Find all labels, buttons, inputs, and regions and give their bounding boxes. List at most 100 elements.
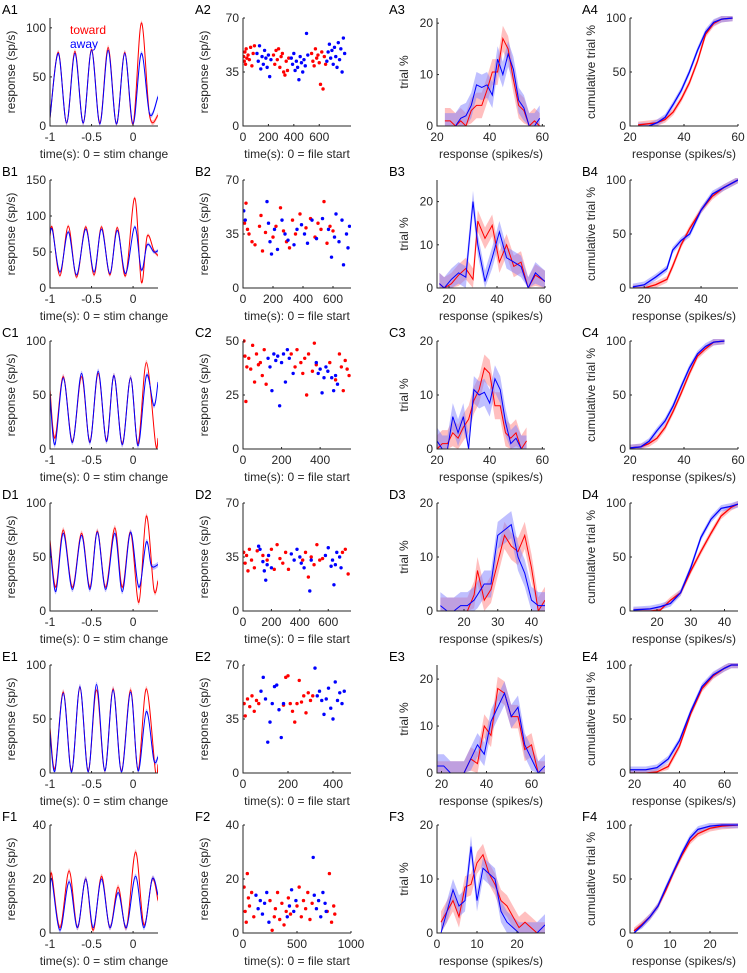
toward-point (295, 347, 299, 352)
y-axis-label: response (sp/s) (4, 838, 18, 921)
x-tick-label: 0 (240, 130, 247, 144)
away-point (287, 904, 292, 908)
away-point (291, 371, 295, 376)
x-tick-label: 400 (284, 130, 304, 144)
away-point (263, 697, 268, 701)
toward-point (250, 240, 254, 244)
away-point (324, 697, 328, 701)
panel-e3: 20 40 60 0 10 20 response (spikes/s) trial % E3 (389, 649, 545, 808)
toward-point (339, 365, 344, 369)
away-point (262, 48, 267, 53)
plot-area (437, 354, 527, 449)
toward-point (314, 56, 319, 60)
away-point (256, 907, 260, 911)
x-tick-label: 0 (130, 615, 137, 629)
away-point (267, 920, 271, 924)
y-tick-label: 35 (226, 65, 240, 79)
toward-point (280, 901, 284, 905)
toward-point (273, 907, 278, 911)
away-point (259, 67, 263, 71)
plot-area (50, 359, 158, 449)
panel-e1: -1 -0.5 0 0 50 100 time(s): 0 = stim change res… (2, 649, 169, 808)
x-tick-label: -0.5 (81, 453, 102, 467)
y-tick-label: 100 (26, 658, 46, 672)
y-tick-label: 100 (606, 11, 626, 25)
panel-a2: 0 200 400 600 0 35 70 time(s): 0 = file start re… (195, 2, 351, 161)
panel-label: A1 (2, 2, 18, 17)
away-point (299, 223, 304, 227)
axes-lines (629, 18, 738, 127)
away-point (283, 232, 287, 236)
x-tick-label: 40 (677, 453, 691, 467)
y-tick-label: 20 (420, 16, 434, 30)
toward-point (245, 697, 250, 701)
y-tick-label: 100 (606, 334, 626, 348)
toward-point (300, 558, 305, 562)
away-line (633, 824, 738, 933)
x-axis-label: time(s): 0 = stim change (40, 309, 169, 323)
y-tick-label: 0 (39, 442, 46, 456)
y-axis-label: cumulative trial % (584, 187, 598, 281)
away-point (324, 365, 328, 369)
toward-point (299, 915, 304, 919)
toward-point (243, 59, 246, 63)
toward-point (297, 885, 301, 889)
panel-label: F1 (2, 809, 17, 824)
plot-area (439, 190, 545, 288)
away-point (341, 36, 346, 40)
away-point (302, 566, 306, 570)
away-point (256, 544, 261, 548)
x-tick-label: 40 (677, 130, 691, 144)
toward-line (638, 17, 733, 126)
away-point (299, 561, 303, 565)
away-line (439, 201, 545, 288)
toward-point (276, 47, 281, 51)
away-point (314, 360, 318, 365)
away-point (331, 388, 336, 393)
away-point (274, 358, 278, 363)
away-point (306, 53, 310, 57)
panel-label: D3 (389, 487, 406, 502)
y-tick-label: 70 (226, 11, 240, 25)
away-point (266, 553, 271, 558)
away-line (440, 846, 545, 933)
toward-point (243, 714, 247, 718)
away-point (340, 701, 344, 706)
y-axis-label: cumulative trial % (584, 832, 598, 926)
y-tick-label: 0 (39, 604, 46, 618)
toward-point (271, 235, 275, 239)
y-tick-label: 100 (606, 658, 626, 672)
away-point (266, 53, 271, 57)
away-point (326, 686, 331, 690)
x-axis-label: time(s): 0 = stim change (40, 794, 169, 808)
toward-point (279, 54, 283, 59)
away-point (323, 553, 328, 558)
away-point (287, 356, 291, 360)
panel-d2: 0 200 400 600 0 35 70 time(s): 0 = file start re… (195, 487, 351, 646)
x-tick-label: 0 (130, 937, 137, 951)
toward-point (243, 354, 247, 358)
toward-point (323, 62, 328, 66)
y-axis-label: response (sp/s) (197, 838, 211, 921)
toward-line (440, 853, 545, 933)
toward-point (283, 550, 288, 555)
y-axis-label: response (sp/s) (197, 31, 211, 114)
axes-lines (242, 825, 351, 934)
away-point (298, 555, 302, 559)
x-tick-label: -1 (45, 937, 56, 951)
toward-error-band (50, 196, 158, 285)
panel-label: A3 (389, 2, 405, 17)
away-point (335, 382, 340, 386)
away-line (50, 226, 158, 276)
x-tick-label: 20 (430, 130, 444, 144)
panel-label: F4 (582, 809, 597, 824)
toward-point (243, 54, 246, 59)
away-point (331, 62, 335, 66)
away-point (347, 224, 351, 228)
x-tick-label: 60 (536, 130, 550, 144)
x-tick-label: 60 (536, 453, 550, 467)
away-point (289, 888, 294, 892)
x-tick-label: 20 (435, 777, 449, 791)
toward-point (275, 890, 280, 895)
